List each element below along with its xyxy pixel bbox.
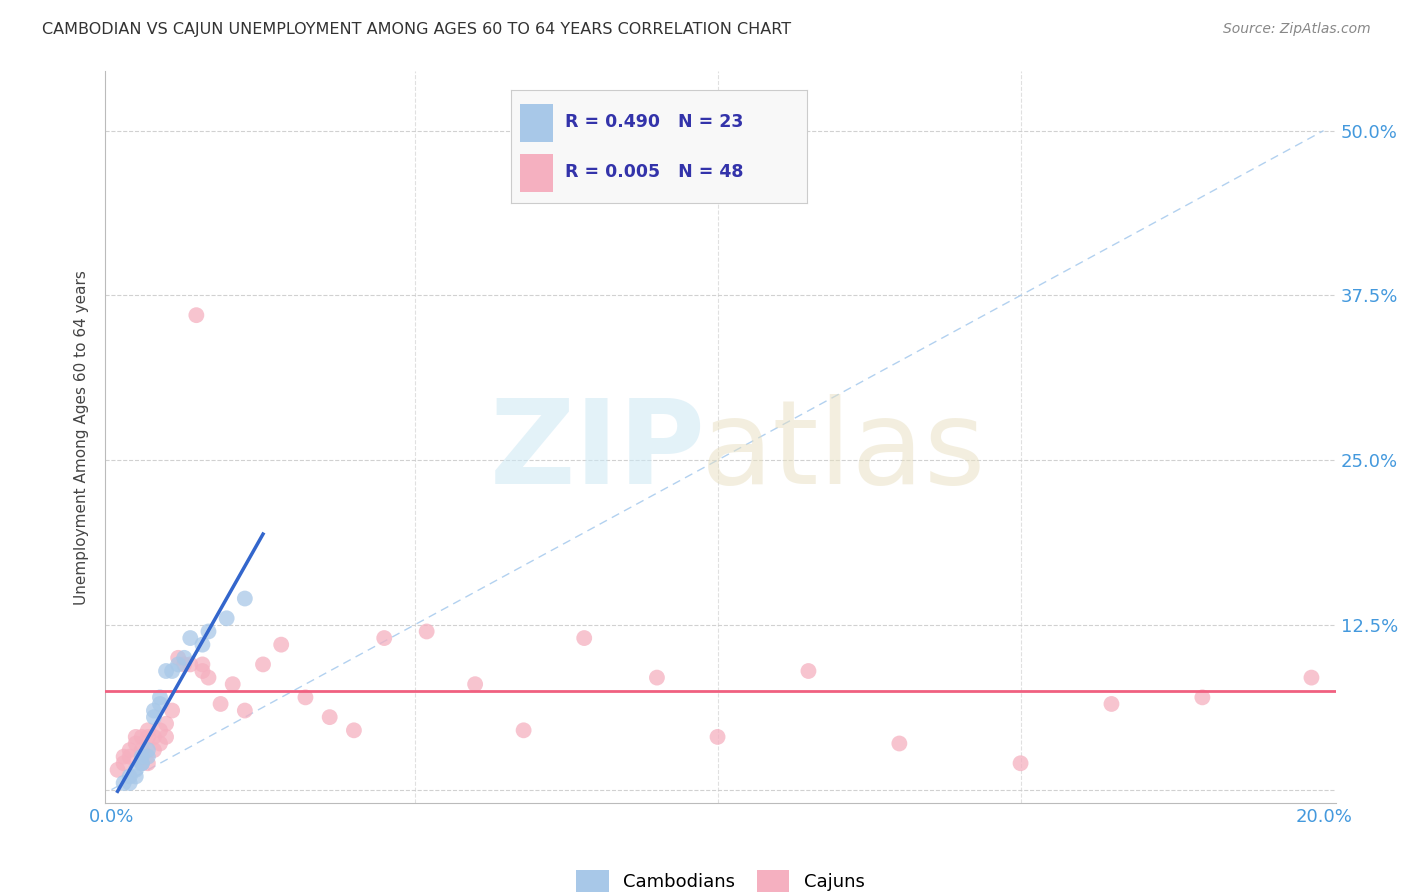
- Point: [645, 671, 668, 685]
- Point: [167, 657, 190, 672]
- Point: [131, 756, 153, 771]
- Point: [125, 763, 148, 777]
- Point: [252, 657, 274, 672]
- Point: [1301, 671, 1323, 685]
- Point: [136, 749, 159, 764]
- Text: atlas: atlas: [702, 394, 986, 509]
- Point: [136, 723, 159, 738]
- Point: [233, 704, 256, 718]
- Point: [191, 657, 214, 672]
- Point: [574, 631, 596, 645]
- Point: [1010, 756, 1032, 771]
- Point: [415, 624, 437, 639]
- Point: [179, 657, 201, 672]
- Point: [118, 776, 141, 790]
- Point: [118, 743, 141, 757]
- Point: [197, 624, 219, 639]
- Point: [125, 730, 148, 744]
- Point: [173, 650, 195, 665]
- Point: [464, 677, 486, 691]
- Text: CAMBODIAN VS CAJUN UNEMPLOYMENT AMONG AGES 60 TO 64 YEARS CORRELATION CHART: CAMBODIAN VS CAJUN UNEMPLOYMENT AMONG AG…: [42, 22, 792, 37]
- Point: [136, 743, 159, 757]
- Point: [149, 697, 172, 711]
- Point: [179, 631, 201, 645]
- Point: [125, 737, 148, 751]
- Point: [318, 710, 340, 724]
- Point: [191, 638, 214, 652]
- Point: [142, 704, 165, 718]
- Point: [136, 730, 159, 744]
- Point: [797, 664, 820, 678]
- Point: [149, 737, 172, 751]
- Point: [107, 763, 129, 777]
- Point: [142, 730, 165, 744]
- Point: [160, 664, 183, 678]
- Point: [131, 756, 153, 771]
- Point: [294, 690, 316, 705]
- Point: [118, 749, 141, 764]
- Point: [142, 710, 165, 724]
- Point: [222, 677, 245, 691]
- Point: [155, 716, 177, 731]
- Point: [125, 769, 148, 783]
- Point: [155, 664, 177, 678]
- Point: [1101, 697, 1123, 711]
- Point: [343, 723, 366, 738]
- Point: [889, 737, 911, 751]
- Point: [112, 776, 135, 790]
- Point: [233, 591, 256, 606]
- Point: [512, 723, 534, 738]
- Point: [112, 749, 135, 764]
- Point: [149, 690, 172, 705]
- Y-axis label: Unemployment Among Ages 60 to 64 years: Unemployment Among Ages 60 to 64 years: [75, 269, 90, 605]
- Point: [191, 664, 214, 678]
- Point: [186, 308, 208, 322]
- Point: [131, 743, 153, 757]
- Point: [149, 723, 172, 738]
- Point: [373, 631, 395, 645]
- Point: [209, 697, 232, 711]
- Text: ZIP: ZIP: [489, 394, 706, 509]
- Point: [118, 769, 141, 783]
- Legend: Cambodians, Cajuns: Cambodians, Cajuns: [569, 863, 872, 892]
- Text: Source: ZipAtlas.com: Source: ZipAtlas.com: [1223, 22, 1371, 37]
- Point: [142, 743, 165, 757]
- Point: [167, 650, 190, 665]
- Point: [270, 638, 292, 652]
- Point: [112, 756, 135, 771]
- Point: [155, 730, 177, 744]
- Point: [197, 671, 219, 685]
- Point: [1191, 690, 1213, 705]
- Point: [131, 756, 153, 771]
- Point: [160, 704, 183, 718]
- Point: [136, 756, 159, 771]
- Point: [706, 730, 728, 744]
- Point: [131, 730, 153, 744]
- Point: [173, 657, 195, 672]
- Point: [215, 611, 238, 625]
- Point: [131, 749, 153, 764]
